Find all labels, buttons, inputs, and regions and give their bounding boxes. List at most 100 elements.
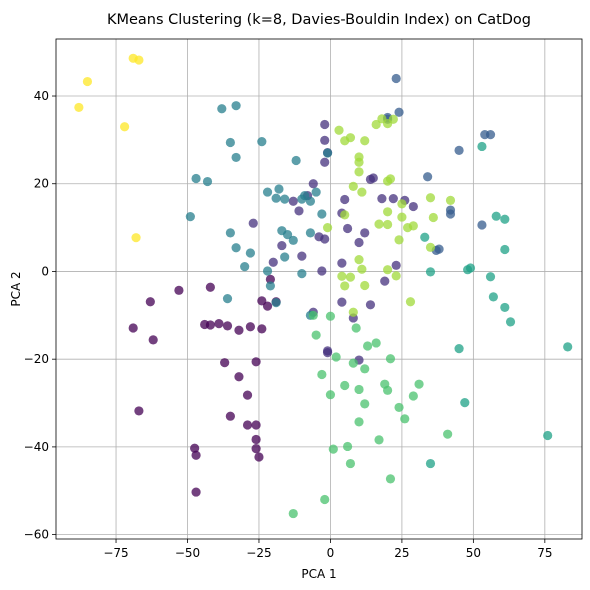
scatter-point [297,194,307,204]
scatter-point [280,252,290,262]
scatter-point [500,302,510,313]
scatter-point [128,323,138,333]
scatter-point [477,141,487,152]
scatter-point [362,341,373,351]
scatter-point [231,152,241,163]
scatter-point [357,264,367,274]
scatter-point [371,338,381,348]
scatter-point [563,342,573,352]
scatter-point [320,234,330,244]
scatter-point [360,364,370,374]
x-axis-title: PCA 1 [301,567,336,581]
scatter-point [357,187,367,197]
y-tick-label: −20 [24,352,49,366]
x-tick-label: −50 [175,546,200,560]
x-tick-label: −75 [103,546,128,560]
scatter-point [257,296,267,306]
scatter-point [320,135,330,145]
scatter-point [328,444,338,454]
scatter-point [320,119,330,130]
scatter-point [454,344,464,354]
scatter-point [365,300,376,310]
data-points [74,53,573,519]
scatter-point [242,420,253,430]
scatter-point [297,269,307,279]
scatter-point [428,212,438,223]
scatter-point [340,281,350,291]
scatter-point [371,119,381,130]
scatter-point [340,194,350,205]
scatter-point [257,137,267,147]
scatter-point [311,187,321,197]
scatter-point [265,281,276,291]
scatter-point [383,219,393,230]
scatter-point [248,218,258,228]
scatter-point [222,294,233,304]
scatter-point [225,228,235,238]
scatter-point [340,210,350,220]
scatter-point [257,324,267,334]
scatter-point [368,173,378,183]
scatter-point [268,257,278,267]
scatter-point [374,219,384,229]
scatter-point [190,443,200,453]
scatter-point [345,458,356,469]
scatter-point [377,194,387,204]
scatter-point [397,212,407,222]
scatter-point [385,474,396,484]
scatter-point [337,297,347,307]
scatter-point [354,417,364,427]
scatter-point [322,222,333,233]
scatter-point [262,187,273,197]
scatter-point [360,136,370,146]
scatter-point [340,380,350,391]
scatter-point [320,157,330,167]
scatter-point [205,320,215,330]
scatter-point [354,152,364,162]
scatter-point [354,167,364,177]
scatter-point [251,434,261,445]
scatter-point [360,399,370,409]
scatter-point [231,243,241,253]
scatter-point [388,114,398,124]
scatter-point [231,101,241,111]
scatter-point [134,55,144,65]
scatter-point [383,207,393,217]
scatter-point [408,201,418,212]
scatter-point [234,372,244,382]
scatter-point [220,358,230,368]
scatter-point [320,494,330,505]
scatter-point [345,133,356,143]
scatter-point [322,347,333,358]
scatter-point [485,130,496,140]
scatter-point [74,102,84,113]
scatter-point [374,435,384,445]
scatter-point [214,319,224,329]
scatter-point [434,244,444,254]
scatter-point [360,228,370,238]
scatter-point [282,230,293,240]
scatter-point [391,73,401,84]
scatter-point [500,244,510,255]
scatter-point [348,307,358,317]
scatter-point [271,297,281,308]
scatter-point [254,452,264,462]
scatter-point [477,220,487,230]
scatter-point [543,430,553,441]
scatter-point [185,212,195,222]
scatter-point [460,397,470,408]
scatter-point [202,176,213,187]
scatter-point [251,357,261,367]
scatter-point [383,385,393,395]
scatter-point [445,195,456,206]
scatter-point [134,406,144,416]
y-tick-label: 20 [34,177,49,191]
scatter-point [485,272,496,282]
scatter-point [288,508,298,519]
scatter-point [277,240,287,251]
scatter-point [308,310,318,320]
scatter-point [383,265,393,275]
scatter-point [397,199,407,209]
